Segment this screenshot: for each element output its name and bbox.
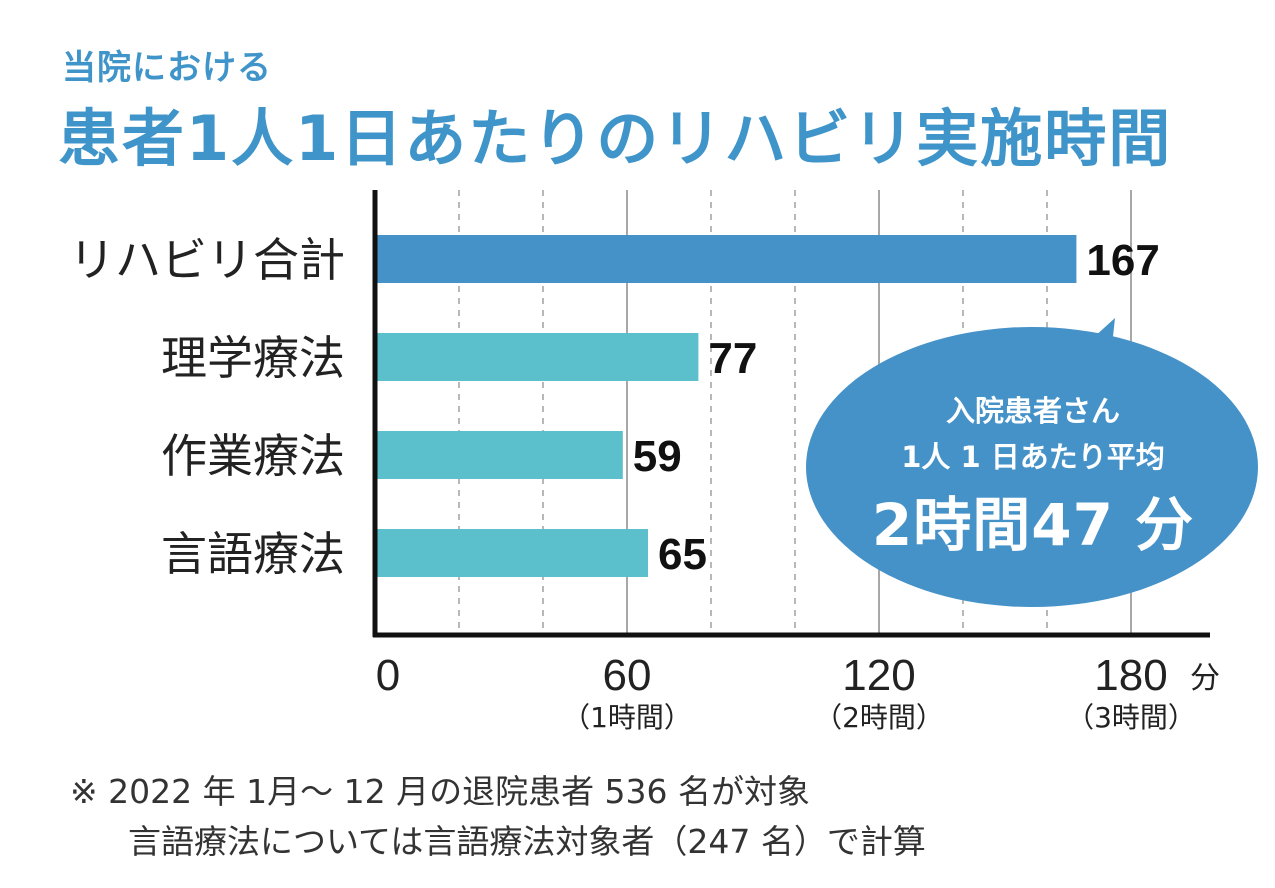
callout-bubble [806, 327, 1258, 607]
tick-label: 120 [842, 651, 915, 700]
callout-line-2: 1人 1 日あたり平均 [901, 440, 1165, 474]
footnote-2: 言語療法については言語療法対象者（247 名）で計算 [128, 822, 926, 861]
bar [375, 235, 1077, 283]
data-label: 77 [708, 334, 757, 383]
category-label: 理学療法 [161, 331, 345, 385]
bar [375, 529, 648, 577]
tick-sublabel: （1時間） [562, 701, 692, 734]
tick-sublabel: （2時間） [814, 701, 944, 734]
bar [375, 431, 623, 479]
data-label: 65 [658, 530, 707, 579]
tick-label: 60 [603, 651, 652, 700]
tick-label: 180 [1094, 651, 1167, 700]
tick-sublabel: （3時間） [1066, 701, 1196, 734]
category-label: 言語療法 [161, 527, 345, 581]
callout-average: 2時間47 分 [871, 491, 1195, 559]
axis-unit: 分 [1190, 661, 1220, 696]
callout-line-1: 入院患者さん [945, 394, 1120, 428]
footnote-1: ※ 2022 年 1月～ 12 月の退院患者 536 名が対象 [70, 772, 811, 811]
chart-subtitle: 当院における [62, 48, 272, 88]
data-label: 167 [1086, 236, 1159, 285]
category-label: リハビリ合計 [69, 233, 345, 287]
bar [375, 333, 699, 381]
category-label: 作業療法 [161, 429, 345, 483]
data-label: 59 [633, 432, 682, 481]
tick-label: 0 [376, 651, 400, 700]
chart-title: 患者1人1日あたりのリハビリ実施時間 [58, 102, 1173, 175]
